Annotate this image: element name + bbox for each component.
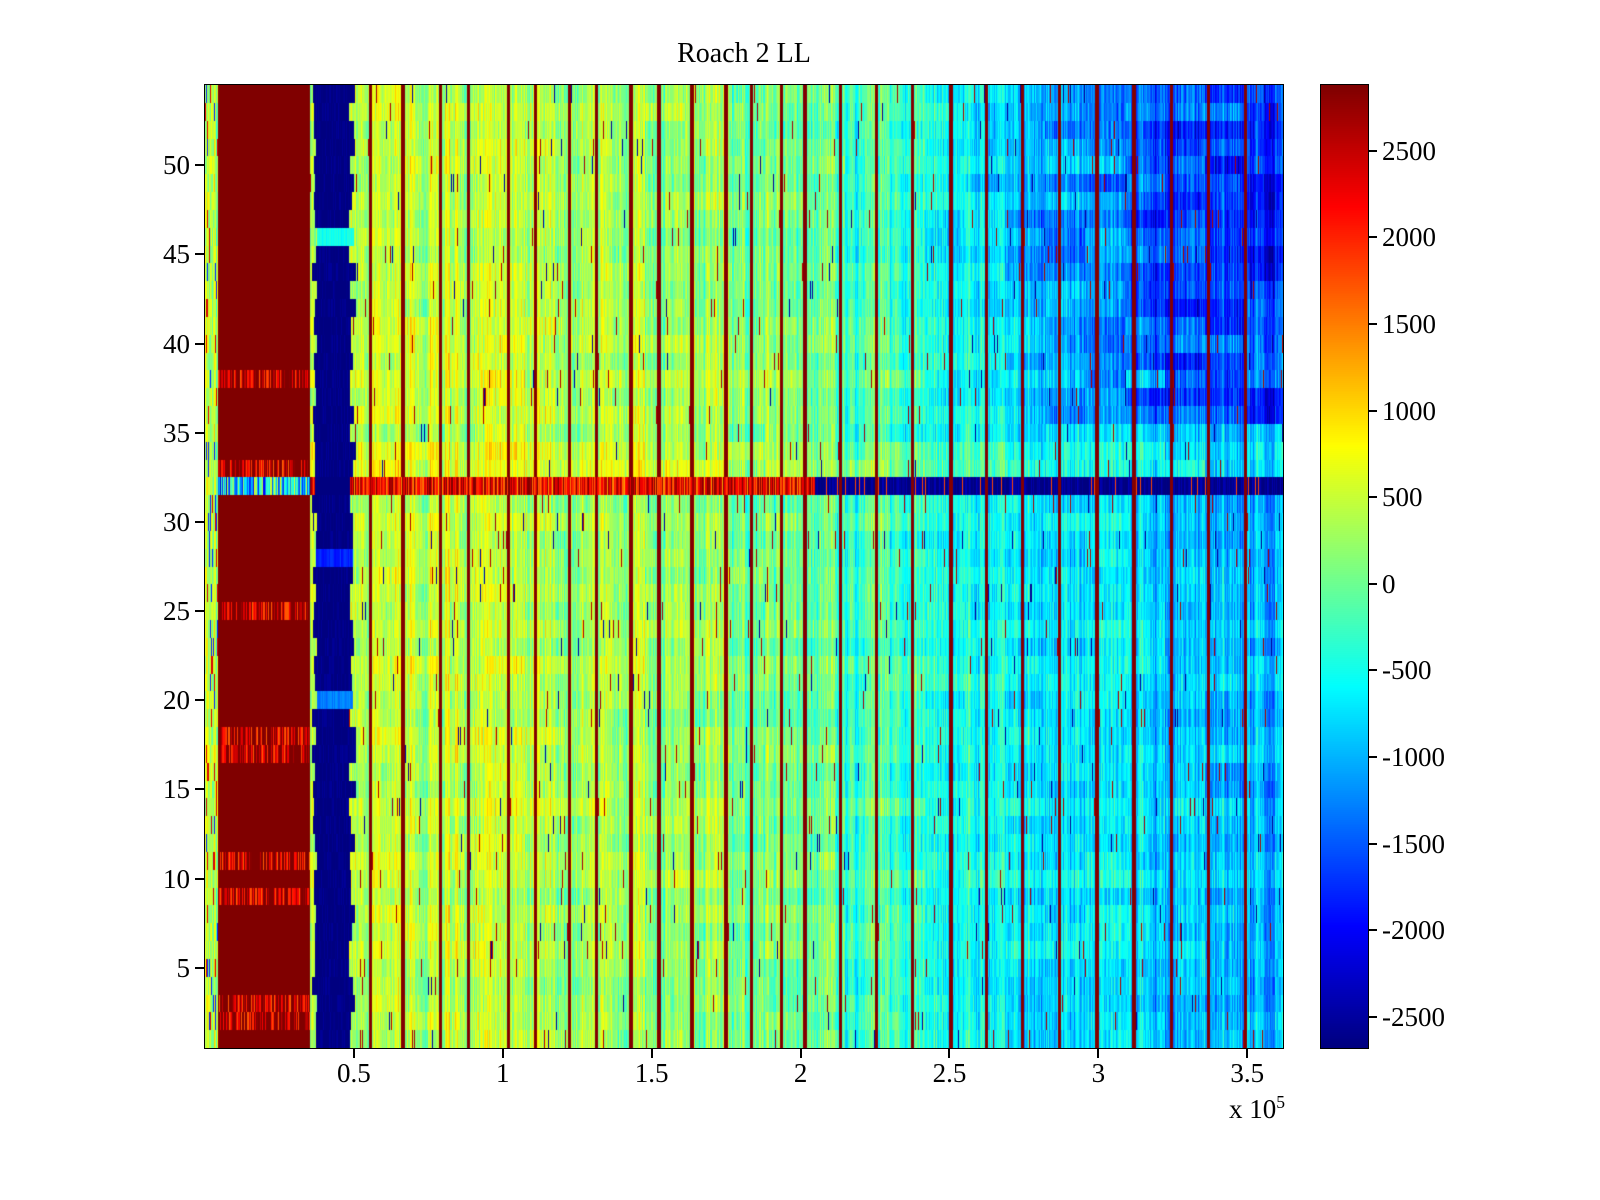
- x-tick-mark: [948, 1049, 951, 1058]
- y-tick-mark: [195, 164, 204, 167]
- colorbar-tick-mark: [1369, 669, 1377, 672]
- x-tick-label: 3: [1091, 1058, 1106, 1088]
- y-tick-mark: [195, 610, 204, 613]
- y-tick-mark: [195, 253, 204, 256]
- y-tick-label: 15: [163, 774, 190, 805]
- colorbar-tick-label: 0: [1382, 568, 1396, 599]
- x-tick-mark: [1246, 1049, 1249, 1058]
- y-tick-label: 5: [176, 952, 191, 983]
- y-tick-label: 10: [163, 863, 190, 894]
- x-tick-mark: [799, 1049, 802, 1058]
- colorbar-tick-label: -500: [1382, 655, 1432, 686]
- colorbar-tick-label: 1000: [1382, 395, 1436, 426]
- x-tick-label: 3.5: [1230, 1058, 1265, 1088]
- x-tick-label: 1: [496, 1058, 510, 1088]
- colorbar-tick-mark: [1369, 1015, 1377, 1018]
- y-tick-mark: [195, 431, 204, 434]
- x-tick-label: 2: [793, 1058, 808, 1088]
- x-tick-label: 2.5: [932, 1058, 967, 1088]
- colorbar-tick-mark: [1369, 756, 1377, 759]
- colorbar-tick-mark: [1369, 496, 1377, 499]
- x-tick-mark: [501, 1049, 504, 1058]
- colorbar-tick-mark: [1369, 582, 1377, 585]
- y-tick-mark: [195, 342, 204, 345]
- y-tick-label: 50: [163, 150, 190, 181]
- colorbar-tick-mark: [1369, 842, 1377, 845]
- colorbar-canvas: [1320, 84, 1369, 1049]
- colorbar-tick-label: -2000: [1382, 915, 1445, 946]
- y-tick-label: 45: [163, 239, 190, 270]
- y-tick-mark: [195, 699, 204, 702]
- colorbar-tick-mark: [1369, 929, 1377, 932]
- colorbar-tick-label: -1000: [1382, 742, 1445, 773]
- x-exponent-value: 5: [1276, 1092, 1285, 1112]
- y-tick-mark: [195, 877, 204, 880]
- y-tick-label: 35: [163, 417, 190, 448]
- x-tick-mark: [650, 1049, 653, 1058]
- heatmap-canvas: [204, 84, 1284, 1049]
- y-tick-mark: [195, 788, 204, 791]
- colorbar-tick-label: -2500: [1382, 1001, 1445, 1032]
- y-tick-label: 25: [163, 596, 190, 627]
- y-tick-label: 30: [163, 506, 190, 537]
- x-tick-mark: [352, 1049, 355, 1058]
- x-tick-label: 0.5: [337, 1058, 371, 1088]
- colorbar-tick-mark: [1369, 236, 1377, 239]
- chart-title: Roach 2 LL: [677, 38, 811, 69]
- colorbar-tick-mark: [1369, 409, 1377, 412]
- x-tick-label: 1.5: [634, 1058, 669, 1088]
- x-exponent-prefix: x 10: [1228, 1094, 1277, 1124]
- colorbar-tick-label: 500: [1382, 482, 1423, 513]
- y-tick-mark: [195, 966, 204, 969]
- colorbar-tick-label: 2500: [1382, 135, 1436, 166]
- colorbar-tick-mark: [1369, 323, 1377, 326]
- y-tick-label: 40: [163, 328, 190, 359]
- colorbar-tick-label: 2000: [1382, 222, 1436, 253]
- y-tick-mark: [195, 520, 204, 523]
- x-axis-exponent-label: x 105: [1150, 1092, 1285, 1125]
- x-tick-mark: [1097, 1049, 1100, 1058]
- colorbar-tick-mark: [1369, 149, 1377, 152]
- y-tick-label: 20: [163, 685, 190, 716]
- colorbar-tick-label: -1500: [1382, 828, 1445, 859]
- colorbar-tick-label: 1500: [1382, 309, 1436, 340]
